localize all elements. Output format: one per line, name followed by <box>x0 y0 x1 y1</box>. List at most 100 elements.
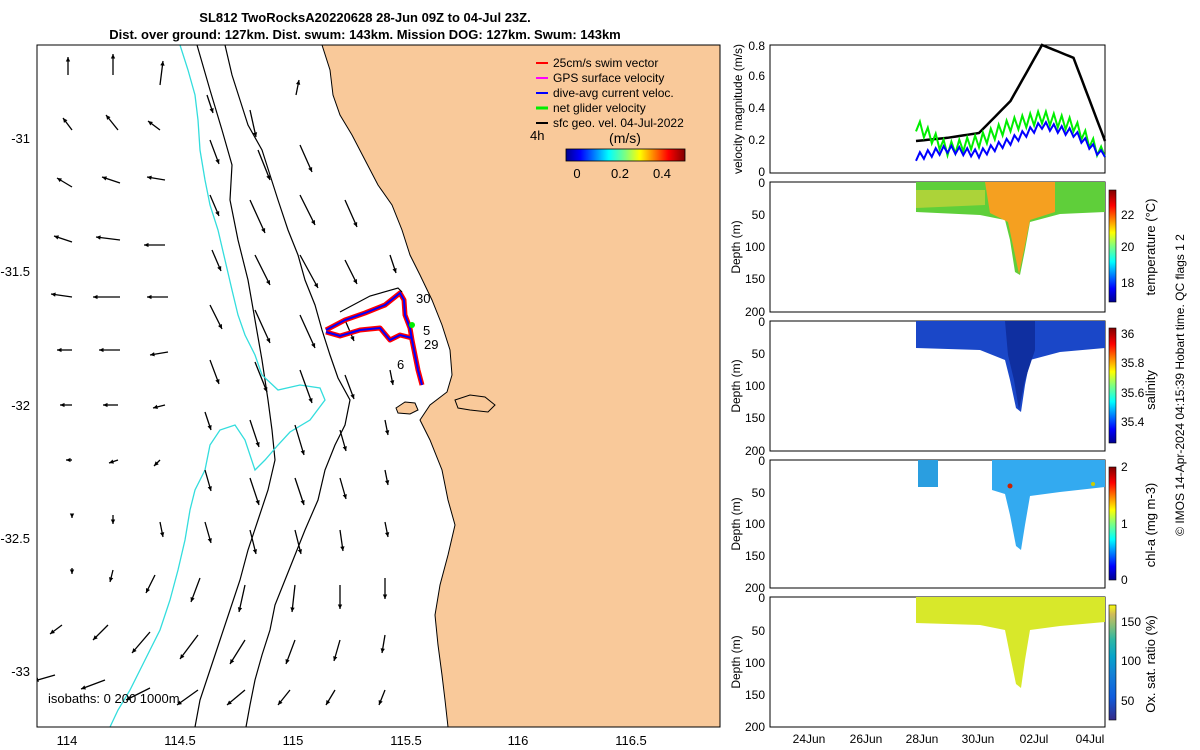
current-vector-shaft <box>254 361 268 393</box>
current-vector-head <box>350 336 355 341</box>
oxygen-panel <box>769 596 1106 728</box>
velocity-frame <box>769 44 1106 174</box>
current-vector-head <box>50 629 55 634</box>
colorbar-tick: 150 <box>1121 615 1141 629</box>
temperature-mid-band <box>916 190 985 208</box>
map-x-tick: 116 <box>508 733 529 748</box>
current-vector-head <box>278 700 283 705</box>
colorbar-tick: 18 <box>1121 276 1135 290</box>
current-vector-head <box>217 266 222 271</box>
current-vector-head <box>337 604 343 609</box>
current-vector-head <box>99 347 104 353</box>
current-vector-head <box>255 500 260 505</box>
depth-tick: 100 <box>745 656 765 670</box>
current-vector-head <box>237 607 243 612</box>
colorbar-tick: 35.6 <box>1121 386 1145 400</box>
current-vector-head <box>382 594 388 599</box>
current-vector-head <box>148 121 153 126</box>
current-vector-shaft <box>131 631 151 654</box>
depth-tick: 100 <box>745 517 765 531</box>
chla-section-main <box>992 460 1105 550</box>
salinity-panel <box>769 320 1106 452</box>
colorbar-unit-label: (m/s) <box>609 130 641 146</box>
salinity-colorbar <box>1108 327 1117 444</box>
legend-label: GPS surface velocity <box>553 71 664 85</box>
colorbar-tick: 0 <box>1121 573 1128 587</box>
colorbar-tick: 36 <box>1121 327 1135 341</box>
current-vector-head <box>308 398 313 403</box>
velocity-series-line <box>915 108 1106 160</box>
land-mass <box>321 45 720 727</box>
section-axes: 0 50 100 150 200 Depth (m) 0 50 100 150 … <box>729 176 765 734</box>
current-vector-head <box>300 450 305 455</box>
time-tick: 02Jul <box>1020 732 1049 746</box>
current-vector-head <box>57 347 62 353</box>
current-vector-head <box>326 700 331 705</box>
velocity-y-tick: 0.6 <box>748 69 765 83</box>
current-vector-head <box>313 283 318 288</box>
depth-tick: 150 <box>745 688 765 702</box>
current-vector-head <box>147 294 152 300</box>
net-velocity-marker <box>409 322 415 328</box>
current-vector-shaft <box>254 309 271 344</box>
depth-tick: 200 <box>745 720 765 734</box>
current-vector-head <box>261 228 266 233</box>
current-vector-head <box>350 394 355 399</box>
isobaths-label: isobaths: 0 200 1000m <box>48 691 180 706</box>
current-vector-head <box>65 57 71 62</box>
current-vector-shaft <box>299 369 313 404</box>
current-vector-head <box>108 577 114 582</box>
current-vector-head <box>207 425 212 430</box>
current-vector-head <box>190 597 195 602</box>
current-vector-head <box>285 659 290 664</box>
current-vector-shaft <box>299 254 319 289</box>
depth-tick: 50 <box>752 486 766 500</box>
chla-high-sample <box>1007 483 1013 489</box>
current-vector-head <box>106 115 111 120</box>
colorbar-tick: 0 <box>573 166 580 181</box>
depth-tick: 200 <box>745 444 765 458</box>
current-vector-head <box>295 80 301 85</box>
map-border <box>36 44 721 728</box>
track-day-label: 5 <box>423 323 430 338</box>
time-tick: 24Jun <box>793 732 826 746</box>
colorbar-label: Ox. sat. ratio (%) <box>1143 615 1158 713</box>
current-vector-shaft <box>249 419 260 448</box>
current-vector-head <box>300 500 305 505</box>
isobath-deep <box>194 45 276 727</box>
depth-tick: 150 <box>745 272 765 286</box>
map-x-tick: 114 <box>57 733 78 748</box>
current-vector-shaft <box>257 149 271 181</box>
depth-tick: 200 <box>745 581 765 595</box>
current-vector-head <box>109 459 114 464</box>
current-vector-head <box>103 402 108 408</box>
current-vector-head <box>266 338 271 343</box>
current-vector-shaft <box>299 194 316 226</box>
map-y-tick: -32 <box>11 398 30 413</box>
colorbar-label: chl-a (mg m-3) <box>1143 483 1158 568</box>
map-time-step-label: 4h <box>530 128 544 143</box>
salinity-section <box>916 321 1105 412</box>
colorbar-label: salinity <box>1143 370 1158 410</box>
current-vector-head <box>308 167 313 172</box>
velocity-panel: 0 0.2 0.4 0.6 0.8 velocity magnitude (m/… <box>731 39 1107 179</box>
current-vector-shaft <box>249 477 260 506</box>
current-vector-head <box>146 588 150 593</box>
current-vector-head <box>384 480 390 485</box>
current-vector-head <box>60 402 65 408</box>
colorbar-tick: 20 <box>1121 240 1135 254</box>
depth-tick: 50 <box>752 208 766 222</box>
current-vector-head <box>342 494 347 499</box>
colorbar-tick: 35.4 <box>1121 415 1145 429</box>
velocity-y-tick: 0.4 <box>748 101 765 115</box>
depth-tick: 0 <box>758 591 765 605</box>
current-vector-head <box>342 446 347 451</box>
oxygen-section <box>916 597 1105 688</box>
current-vector-head <box>180 654 185 659</box>
current-vector-head <box>266 280 270 285</box>
current-vector-head <box>102 176 107 181</box>
chla-colorbar <box>1108 466 1117 581</box>
depth-tick: 0 <box>758 315 765 329</box>
depth-tick: 200 <box>745 305 765 319</box>
